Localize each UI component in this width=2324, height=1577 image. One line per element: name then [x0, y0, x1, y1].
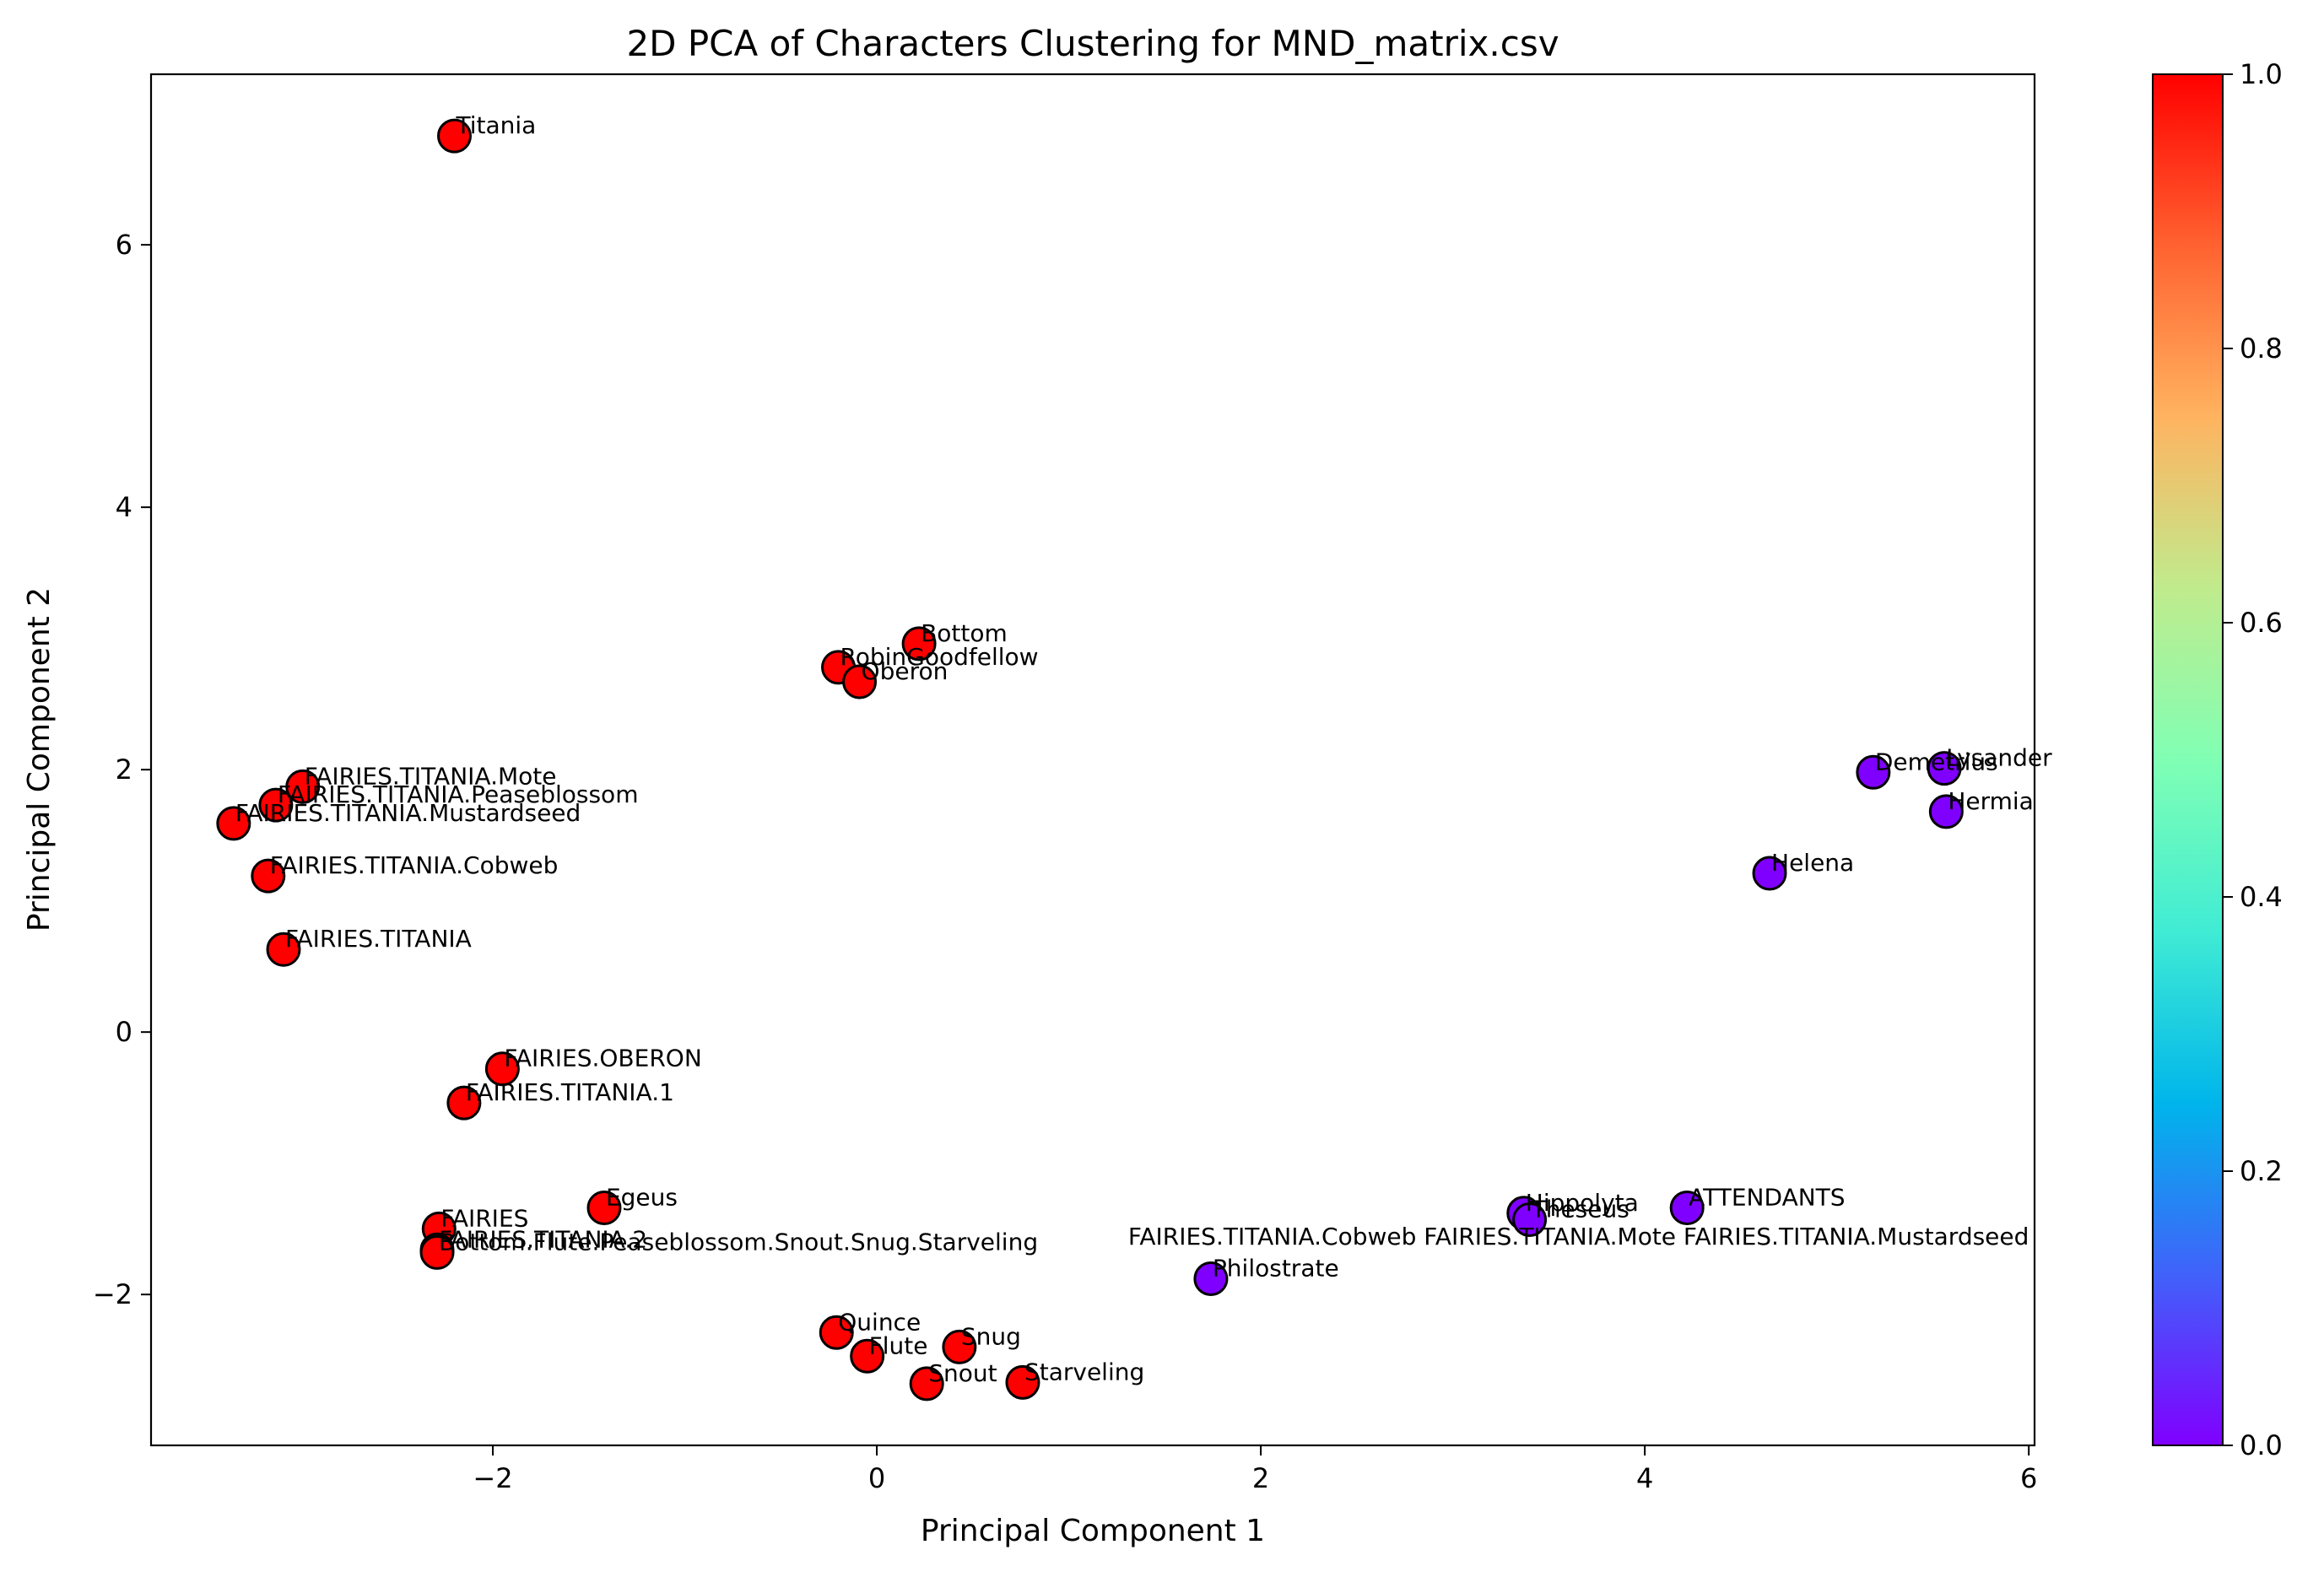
- colorbar-tick-label: 1.0: [2240, 58, 2283, 90]
- point-label: Philostrate: [1213, 1255, 1339, 1283]
- y-tick-label: 2: [116, 753, 132, 786]
- point-label: FAIRIES.TITANIA: [285, 925, 472, 953]
- point-label: FAIRIES.TITANIA.Peaseblossom: [278, 780, 639, 808]
- point-label: Titania: [455, 111, 536, 139]
- x-axis: −2 0 2 4 6: [473, 1445, 2037, 1494]
- point-label: Hippolyta: [1526, 1189, 1639, 1217]
- y-tick-label: 4: [116, 491, 132, 523]
- scatter-point: [436, 118, 472, 154]
- scatter-point: [1928, 794, 1964, 829]
- point-label: Lysander: [1946, 744, 2052, 772]
- colorbar: [2152, 73, 2224, 1446]
- point-label: Bottom: [921, 619, 1008, 647]
- scatter-point: [258, 787, 294, 823]
- x-tick-label: 0: [868, 1462, 885, 1494]
- plot-frame: [149, 73, 2036, 1447]
- point-label: Starveling: [1024, 1358, 1144, 1385]
- scatter-point: [446, 1085, 482, 1121]
- point-label: ATTENDANTS: [1689, 1184, 1845, 1212]
- colorbar-tick-label: 0.0: [2240, 1429, 2283, 1461]
- colorbar-tick-label: 0.6: [2240, 607, 2283, 639]
- point-label: Oberon: [862, 657, 949, 685]
- point-label: FAIRIES.TITANIA.Cobweb: [270, 851, 559, 879]
- x-tick-label: 6: [2020, 1462, 2037, 1494]
- colorbar-tick-label: 0.2: [2240, 1155, 2283, 1187]
- scatter-point: [1512, 1202, 1548, 1238]
- x-tick-label: 2: [1252, 1462, 1269, 1494]
- scatter-point: [909, 1366, 944, 1401]
- scatter-point: [266, 932, 301, 967]
- point-label: Demetrius: [1875, 748, 1998, 775]
- point-label: FAIRIES.TITANIA.Mote: [305, 762, 557, 790]
- scatter-point: [1752, 856, 1787, 891]
- scatter-point: [850, 1338, 885, 1374]
- y-tick-label: 0: [116, 1016, 132, 1048]
- point-label: Theseus: [1531, 1196, 1630, 1223]
- scatter-point: [1669, 1191, 1705, 1226]
- y-axis: −2 0 2 4 6: [93, 229, 151, 1310]
- y-tick-label: 6: [116, 229, 132, 261]
- scatter-point: [1005, 1364, 1040, 1400]
- point-label: FAIRIES: [440, 1204, 528, 1232]
- point-label: FAIRIES.OBERON: [504, 1045, 701, 1072]
- scatter-point: [901, 626, 937, 662]
- scatter-point: [1856, 754, 1891, 790]
- point-label: Quince: [838, 1308, 921, 1336]
- point-label: Bottom.Flute.Peaseblossom.Snout.Snug.Sta…: [439, 1228, 1038, 1256]
- scatter-point: [819, 1315, 854, 1350]
- scatter-point: [419, 1234, 455, 1270]
- x-axis-label: Principal Component 1: [921, 1514, 1265, 1548]
- point-label: Snug: [961, 1322, 1021, 1350]
- scatter-point: [484, 1051, 520, 1087]
- point-label: Flute: [869, 1331, 928, 1359]
- scatter-point: [1927, 751, 1962, 786]
- chart-title: 2D PCA of Characters Clustering for MND_…: [626, 23, 1559, 64]
- scatter-point: [285, 769, 321, 804]
- scatter-point: [842, 664, 878, 699]
- colorbar-axis: 0.0 0.2 0.4 0.6 0.8 1.0: [2223, 58, 2283, 1461]
- scatter-point: [586, 1191, 622, 1226]
- scatter-point: [216, 806, 251, 841]
- point-label: Snout: [928, 1359, 997, 1387]
- colorbar-tick-label: 0.4: [2240, 881, 2283, 913]
- y-tick-label: −2: [93, 1278, 132, 1310]
- scatter-point: [1193, 1261, 1229, 1297]
- point-label: Helena: [1771, 849, 1854, 877]
- scatter-point: [251, 858, 286, 894]
- point-label: FAIRIES.TITANIA.Cobweb FAIRIES.TITANIA.M…: [1128, 1223, 2029, 1250]
- colorbar-tick-label: 0.8: [2240, 332, 2283, 365]
- x-tick-label: −2: [473, 1462, 512, 1494]
- point-label: FAIRIES.TITANIA.2: [439, 1225, 647, 1253]
- x-tick-label: 4: [1636, 1462, 1653, 1494]
- point-label: Hermia: [1948, 787, 2034, 815]
- y-axis-label: Principal Component 2: [22, 587, 57, 932]
- point-label: RobinGoodfellow: [840, 643, 1039, 671]
- points-layer: [216, 118, 1964, 1401]
- point-label: FAIRIES.TITANIA.1: [466, 1078, 674, 1106]
- scatter-point: [942, 1329, 977, 1364]
- point-label: FAIRIES.TITANIA.Mustardseed: [235, 799, 581, 827]
- point-label: Egeus: [606, 1184, 678, 1212]
